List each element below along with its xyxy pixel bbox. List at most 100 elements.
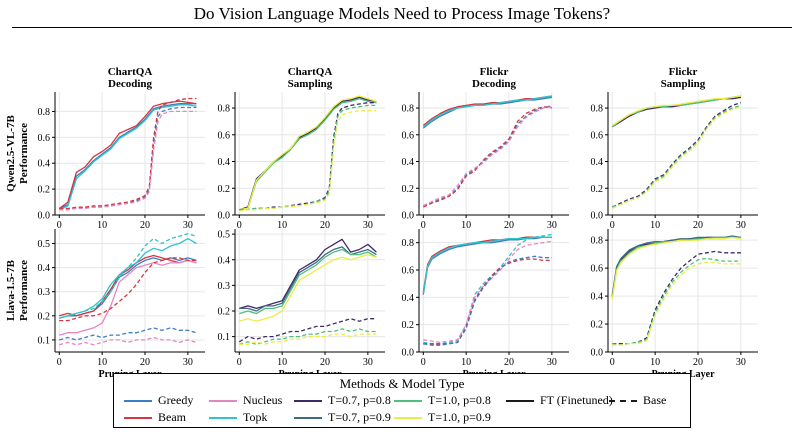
- y-tick-label: 0.4: [591, 157, 604, 168]
- legend-label: T=1.0, p=0.9: [428, 410, 491, 424]
- x-tick-label: 0: [610, 220, 615, 231]
- series-line-ft-0: [422, 236, 552, 295]
- legend-label: Greedy: [158, 393, 194, 407]
- y-tick-label: 0.8: [218, 104, 231, 115]
- legend-item: FT (Finetuned): [506, 393, 613, 408]
- y-tick-label: 0.6: [591, 130, 604, 141]
- series-line-base-4: [238, 318, 377, 343]
- series-line-base-6: [612, 261, 741, 346]
- y-tick-label: 0.2: [38, 311, 51, 322]
- legend-swatch: [294, 399, 322, 402]
- series-line-ft-0: [611, 236, 741, 297]
- x-tick-label: 10: [461, 357, 471, 368]
- series-line-ft-2: [611, 236, 741, 298]
- y-tick-label: 0.6: [218, 130, 231, 141]
- y-tick-label: 0.4: [218, 157, 231, 168]
- series-line-base-4: [59, 233, 197, 319]
- y-tick-label: 0.6: [591, 264, 604, 275]
- series-line-base-4: [59, 97, 197, 210]
- x-tick-label: 0: [57, 357, 62, 368]
- legend-swatch: [394, 399, 422, 402]
- series-line-ft-3: [611, 236, 742, 299]
- x-tick-label: 0: [421, 220, 426, 231]
- y-tick-label: 0.0: [38, 211, 51, 222]
- legend-label: T=1.0, p=0.8: [428, 393, 491, 407]
- title-divider: [12, 27, 792, 28]
- series-line-ft-0: [239, 238, 377, 310]
- subplot-subtitle: Decoding: [108, 78, 153, 90]
- series-line-ft-2: [59, 104, 197, 211]
- y-tick-label: 0.2: [591, 320, 604, 331]
- subplot-subtitle: Sampling: [288, 78, 333, 90]
- series-line-base-5: [423, 258, 552, 345]
- x-tick-label: 0: [237, 220, 242, 231]
- series-line-base-4: [239, 104, 377, 211]
- y-tick-label: 0.0: [402, 348, 415, 359]
- series-line-ft-1: [611, 235, 742, 295]
- series-line-base-6: [59, 327, 197, 341]
- x-tick-label: 30: [363, 220, 373, 231]
- subplot-1-1: 0.10.20.30.40.50102030Pruning Layer: [218, 229, 385, 380]
- series-line-base-5: [612, 257, 741, 346]
- row-label-metric: Performance: [18, 123, 30, 184]
- y-tick-label: 0.2: [218, 307, 231, 318]
- legend-swatch: [209, 416, 237, 419]
- row-label-model: Qwen2.5-VL-7B: [5, 114, 17, 191]
- legend-label: Nucleus: [243, 393, 283, 407]
- legend-swatch: [609, 399, 637, 402]
- x-tick-label: 20: [693, 357, 703, 368]
- legend-swatch: [209, 399, 237, 402]
- y-tick-label: 0.3: [218, 281, 231, 292]
- y-tick-label: 0.2: [38, 185, 51, 196]
- x-tick-label: 30: [547, 357, 557, 368]
- legend-item: Beam: [124, 410, 186, 425]
- series-line-base-5: [239, 328, 377, 345]
- series-line-base-3: [612, 102, 742, 208]
- series-line-base-4: [612, 104, 742, 208]
- subplot-title: Flickr: [669, 66, 698, 78]
- x-tick-label: 10: [97, 357, 107, 368]
- x-tick-label: 30: [183, 357, 193, 368]
- x-tick-label: 10: [97, 220, 107, 231]
- legend-item: T=0.7, p=0.9: [294, 410, 391, 425]
- x-tick-label: 10: [277, 220, 287, 231]
- legend: Methods & Model Type Greedy Beam Nucleus To…: [113, 373, 691, 428]
- y-tick-label: 0.5: [218, 230, 231, 241]
- x-tick-label: 20: [693, 220, 703, 231]
- legend-item: T=1.0, p=0.9: [394, 410, 491, 425]
- y-tick-label: 0.1: [218, 332, 231, 343]
- legend-label: T=0.7, p=0.8: [328, 393, 391, 407]
- series-line-ft-0: [239, 96, 377, 211]
- subplot-title: ChartQA: [288, 66, 333, 78]
- x-tick-label: 20: [140, 357, 150, 368]
- y-tick-label: 0.5: [38, 239, 51, 250]
- x-tick-label: 0: [237, 357, 242, 368]
- series-line-ft-1: [611, 95, 741, 128]
- legend-item: Greedy: [124, 393, 193, 408]
- y-tick-label: 0.0: [591, 211, 604, 222]
- series-line-ft-2: [239, 95, 377, 211]
- x-tick-label: 30: [363, 357, 373, 368]
- series-line-base-4: [423, 106, 552, 208]
- series-line-base-6: [423, 255, 552, 346]
- row-label-metric: Performance: [18, 260, 30, 321]
- x-tick-label: 30: [547, 220, 557, 231]
- series-line-ft-2: [59, 259, 197, 336]
- series-line-ft-1: [239, 98, 377, 211]
- y-tick-label: 0.4: [591, 292, 604, 303]
- series-line-ft-3: [59, 237, 197, 319]
- x-tick-label: 20: [140, 220, 150, 231]
- y-tick-label: 0.6: [402, 130, 415, 141]
- legend-item: T=1.0, p=0.8: [394, 393, 491, 408]
- legend-item: Nucleus: [209, 393, 282, 408]
- y-tick-label: 0.4: [38, 263, 51, 274]
- legend-swatch: [506, 399, 534, 402]
- x-tick-label: 20: [320, 220, 330, 231]
- y-tick-label: 0.4: [38, 159, 51, 170]
- subplot-subtitle: Sampling: [661, 78, 706, 90]
- series-line-ft-2: [239, 248, 377, 315]
- legend-item: T=0.7, p=0.8: [294, 393, 391, 408]
